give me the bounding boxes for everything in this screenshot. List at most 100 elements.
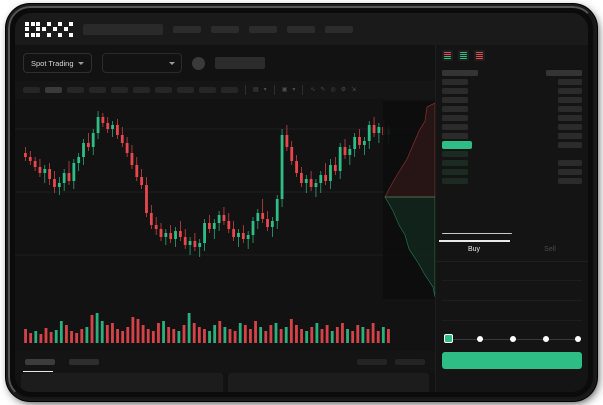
orderbook-ask-row[interactable]	[442, 104, 582, 113]
ask-price	[442, 123, 468, 130]
app-screen: Spot Trading	[15, 13, 588, 392]
chevron-down-icon	[168, 61, 175, 65]
bid-amount	[558, 177, 582, 184]
trading-pair-selector[interactable]	[101, 53, 182, 73]
indicator-icon[interactable]: ▣	[281, 87, 288, 93]
ask-amount	[558, 132, 582, 139]
orderbook-ask-row[interactable]	[442, 113, 582, 122]
spread-amount	[558, 141, 582, 148]
timeframe-button-7[interactable]	[155, 87, 172, 93]
trading-mode-label: Spot Trading	[31, 58, 74, 68]
timeframe-button-5[interactable]	[111, 87, 128, 93]
ask-amount	[558, 87, 582, 94]
nav-item-3[interactable]	[249, 25, 277, 33]
toolbar-divider	[302, 85, 304, 95]
orderbook-panel: Buy Sell	[435, 45, 588, 392]
tab-order-history[interactable]	[69, 359, 99, 365]
slider-node-25[interactable]	[477, 335, 483, 342]
slider-node-75[interactable]	[543, 335, 549, 342]
slider-handle[interactable]	[444, 334, 453, 343]
timeframe-button-2[interactable]	[45, 87, 62, 93]
nav-item-4[interactable]	[287, 25, 315, 33]
timeframe-button-9[interactable]	[199, 87, 216, 93]
orderbook-ask-row[interactable]	[442, 122, 582, 131]
indicator-chevron-icon[interactable]: ▾	[292, 87, 296, 93]
bid-amount	[558, 159, 582, 166]
ask-amount	[558, 78, 582, 85]
orderbook-header-row	[442, 68, 582, 77]
ask-price	[442, 114, 468, 121]
settings-gear-icon[interactable]: ⚙	[340, 87, 347, 93]
orderbook-bid-row[interactable]	[442, 167, 582, 176]
buy-submit-button[interactable]	[442, 352, 582, 369]
orderbook-ask-row[interactable]	[442, 86, 582, 95]
slider-node-100[interactable]	[575, 335, 581, 342]
timeframe-button-4[interactable]	[89, 87, 106, 93]
candle-type-chevron-icon[interactable]: ▾	[263, 87, 267, 93]
order-total-field[interactable]	[442, 308, 582, 321]
amount-percent-slider[interactable]	[444, 334, 581, 344]
toolbar-divider	[245, 85, 246, 95]
tab-open-orders[interactable]	[23, 359, 55, 372]
top-navigation-bar	[15, 13, 588, 45]
bid-price	[442, 177, 468, 184]
timeframe-button-6[interactable]	[133, 87, 150, 93]
fullscreen-icon[interactable]: ⇲	[351, 87, 357, 93]
ask-amount	[558, 96, 582, 103]
toolbar-divider	[273, 85, 275, 95]
tab-sell[interactable]: Sell	[544, 246, 556, 253]
order-amount-field[interactable]	[442, 288, 582, 301]
draw-pencil-icon[interactable]: ✎	[320, 87, 326, 93]
bottom-action-2[interactable]	[395, 359, 425, 365]
orderbook-spread-row[interactable]	[442, 140, 582, 149]
orderbook-scrollbar[interactable]	[442, 232, 512, 234]
nav-item-1[interactable]	[173, 25, 201, 33]
ask-amount	[558, 114, 582, 121]
coin-icon	[191, 56, 205, 70]
bottom-action-1[interactable]	[357, 359, 387, 365]
depth-both-icon[interactable]	[442, 50, 453, 61]
orderbook-ask-row[interactable]	[442, 131, 582, 140]
bid-price	[442, 159, 468, 166]
timeframe-button-10[interactable]	[221, 87, 238, 93]
orderbook-col-price	[442, 69, 478, 76]
bid-price	[442, 150, 468, 157]
candle-type-icon[interactable]: ▤	[253, 87, 259, 93]
ask-amount	[558, 105, 582, 112]
camera-icon[interactable]: ◎	[330, 87, 336, 93]
depth-bids-icon[interactable]	[458, 50, 469, 61]
nav-item-5[interactable]	[325, 25, 353, 33]
orderbook-ask-row[interactable]	[442, 95, 582, 104]
search-input[interactable]	[83, 23, 163, 35]
okx-logo-icon[interactable]	[25, 21, 73, 37]
timeframe-button-3[interactable]	[67, 87, 84, 93]
timeframe-button-1[interactable]	[23, 87, 40, 93]
ask-amount	[558, 123, 582, 130]
order-form-fields	[436, 262, 588, 321]
tab-buy[interactable]: Buy	[467, 246, 481, 253]
orderbook-bid-row[interactable]	[442, 176, 582, 185]
trading-mode-selector[interactable]: Spot Trading	[23, 53, 92, 73]
timeframe-button-8[interactable]	[177, 87, 194, 93]
bid-price	[442, 168, 468, 175]
line-tool-icon[interactable]: ∿	[310, 87, 316, 93]
bottom-card-1[interactable]	[21, 373, 223, 392]
orderbook-bid-row[interactable]	[442, 149, 582, 158]
ask-price	[442, 87, 468, 94]
orderbook-rows[interactable]	[436, 66, 588, 236]
slider-node-50[interactable]	[510, 335, 516, 342]
orderbook-view-icons	[436, 45, 588, 66]
depth-asks-icon[interactable]	[474, 50, 485, 61]
candlestick-chart[interactable]	[15, 99, 435, 299]
order-price-field[interactable]	[442, 268, 582, 281]
chart-toolbar: ▤ ▾ ▣ ▾ ∿ ✎ ◎ ⚙ ⇲	[15, 81, 435, 99]
orderbook-ask-row[interactable]	[442, 77, 582, 86]
nav-item-2[interactable]	[211, 25, 239, 33]
bottom-card-2[interactable]	[227, 373, 429, 392]
bottom-panel-actions	[357, 359, 425, 365]
volume-series	[24, 313, 390, 343]
depth-chart-overlay	[383, 101, 435, 299]
orderbook-bid-row[interactable]	[442, 158, 582, 167]
ask-price	[442, 96, 468, 103]
chevron-down-icon	[77, 61, 84, 65]
